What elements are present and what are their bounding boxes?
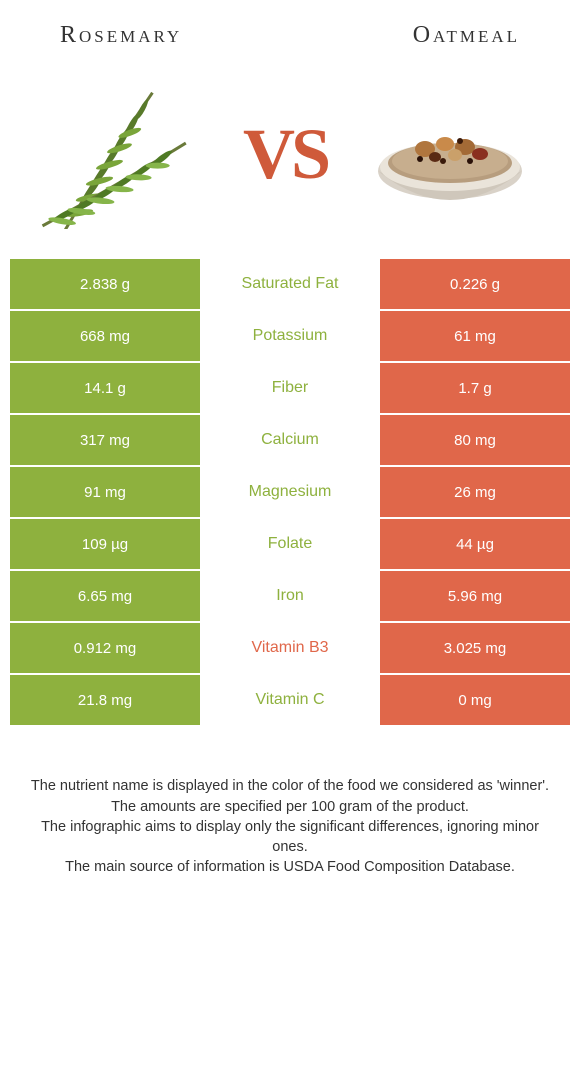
nutrient-label: Iron bbox=[200, 571, 380, 621]
rosemary-image bbox=[20, 79, 220, 229]
right-value: 61 mg bbox=[380, 311, 570, 361]
right-food-title: Oatmeal bbox=[413, 22, 520, 49]
table-row: 668 mgPotassium61 mg bbox=[10, 311, 570, 363]
left-food-title: Rosemary bbox=[60, 22, 182, 49]
right-value: 80 mg bbox=[380, 415, 570, 465]
left-value: 6.65 mg bbox=[10, 571, 200, 621]
table-row: 91 mgMagnesium26 mg bbox=[10, 467, 570, 519]
nutrient-label: Saturated Fat bbox=[200, 259, 380, 309]
table-row: 6.65 mgIron5.96 mg bbox=[10, 571, 570, 623]
footnote-line: The nutrient name is displayed in the co… bbox=[28, 777, 552, 797]
nutrient-label: Vitamin C bbox=[200, 675, 380, 725]
left-value: 0.912 mg bbox=[10, 623, 200, 673]
footnote-line: The infographic aims to display only the… bbox=[28, 818, 552, 857]
left-value: 91 mg bbox=[10, 467, 200, 517]
footnotes: The nutrient name is displayed in the co… bbox=[0, 727, 580, 878]
oatmeal-image bbox=[350, 79, 550, 229]
nutrient-table: 2.838 gSaturated Fat0.226 g668 mgPotassi… bbox=[10, 259, 570, 727]
right-value: 1.7 g bbox=[380, 363, 570, 413]
vs-row: VS bbox=[0, 59, 580, 259]
right-value: 26 mg bbox=[380, 467, 570, 517]
right-value: 0 mg bbox=[380, 675, 570, 725]
nutrient-label: Folate bbox=[200, 519, 380, 569]
table-row: 0.912 mgVitamin B33.025 mg bbox=[10, 623, 570, 675]
table-row: 2.838 gSaturated Fat0.226 g bbox=[10, 259, 570, 311]
nutrient-label: Calcium bbox=[200, 415, 380, 465]
left-value: 317 mg bbox=[10, 415, 200, 465]
table-row: 317 mgCalcium80 mg bbox=[10, 415, 570, 467]
nutrient-label: Fiber bbox=[200, 363, 380, 413]
left-value: 21.8 mg bbox=[10, 675, 200, 725]
left-value: 14.1 g bbox=[10, 363, 200, 413]
nutrient-label: Vitamin B3 bbox=[200, 623, 380, 673]
footnote-line: The main source of information is USDA F… bbox=[28, 858, 552, 878]
left-value: 668 mg bbox=[10, 311, 200, 361]
nutrient-label: Magnesium bbox=[200, 467, 380, 517]
right-value: 5.96 mg bbox=[380, 571, 570, 621]
left-value: 2.838 g bbox=[10, 259, 200, 309]
table-row: 109 µgFolate44 µg bbox=[10, 519, 570, 571]
footnote-line: The amounts are specified per 100 gram o… bbox=[28, 798, 552, 818]
right-value: 3.025 mg bbox=[380, 623, 570, 673]
header: Rosemary Oatmeal bbox=[0, 0, 580, 59]
right-value: 0.226 g bbox=[380, 259, 570, 309]
left-value: 109 µg bbox=[10, 519, 200, 569]
nutrient-label: Potassium bbox=[200, 311, 380, 361]
table-row: 21.8 mgVitamin C0 mg bbox=[10, 675, 570, 727]
right-value: 44 µg bbox=[380, 519, 570, 569]
table-row: 14.1 gFiber1.7 g bbox=[10, 363, 570, 415]
vs-label: VS bbox=[243, 113, 327, 196]
